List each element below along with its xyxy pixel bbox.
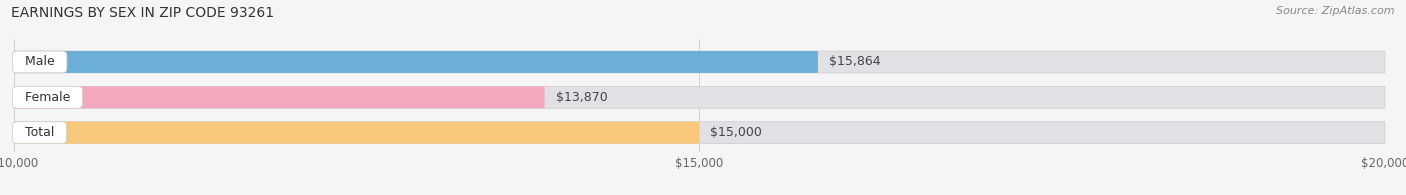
Text: Total: Total [17, 126, 62, 139]
FancyBboxPatch shape [14, 122, 1385, 144]
Text: $15,864: $15,864 [830, 55, 880, 68]
Text: EARNINGS BY SEX IN ZIP CODE 93261: EARNINGS BY SEX IN ZIP CODE 93261 [11, 6, 274, 20]
FancyBboxPatch shape [14, 86, 544, 108]
Text: Male: Male [17, 55, 62, 68]
Text: $13,870: $13,870 [555, 91, 607, 104]
Text: Source: ZipAtlas.com: Source: ZipAtlas.com [1277, 6, 1395, 16]
Text: Female: Female [17, 91, 79, 104]
FancyBboxPatch shape [14, 51, 818, 73]
FancyBboxPatch shape [14, 122, 699, 144]
FancyBboxPatch shape [14, 51, 1385, 73]
FancyBboxPatch shape [14, 86, 1385, 108]
Text: $15,000: $15,000 [710, 126, 762, 139]
